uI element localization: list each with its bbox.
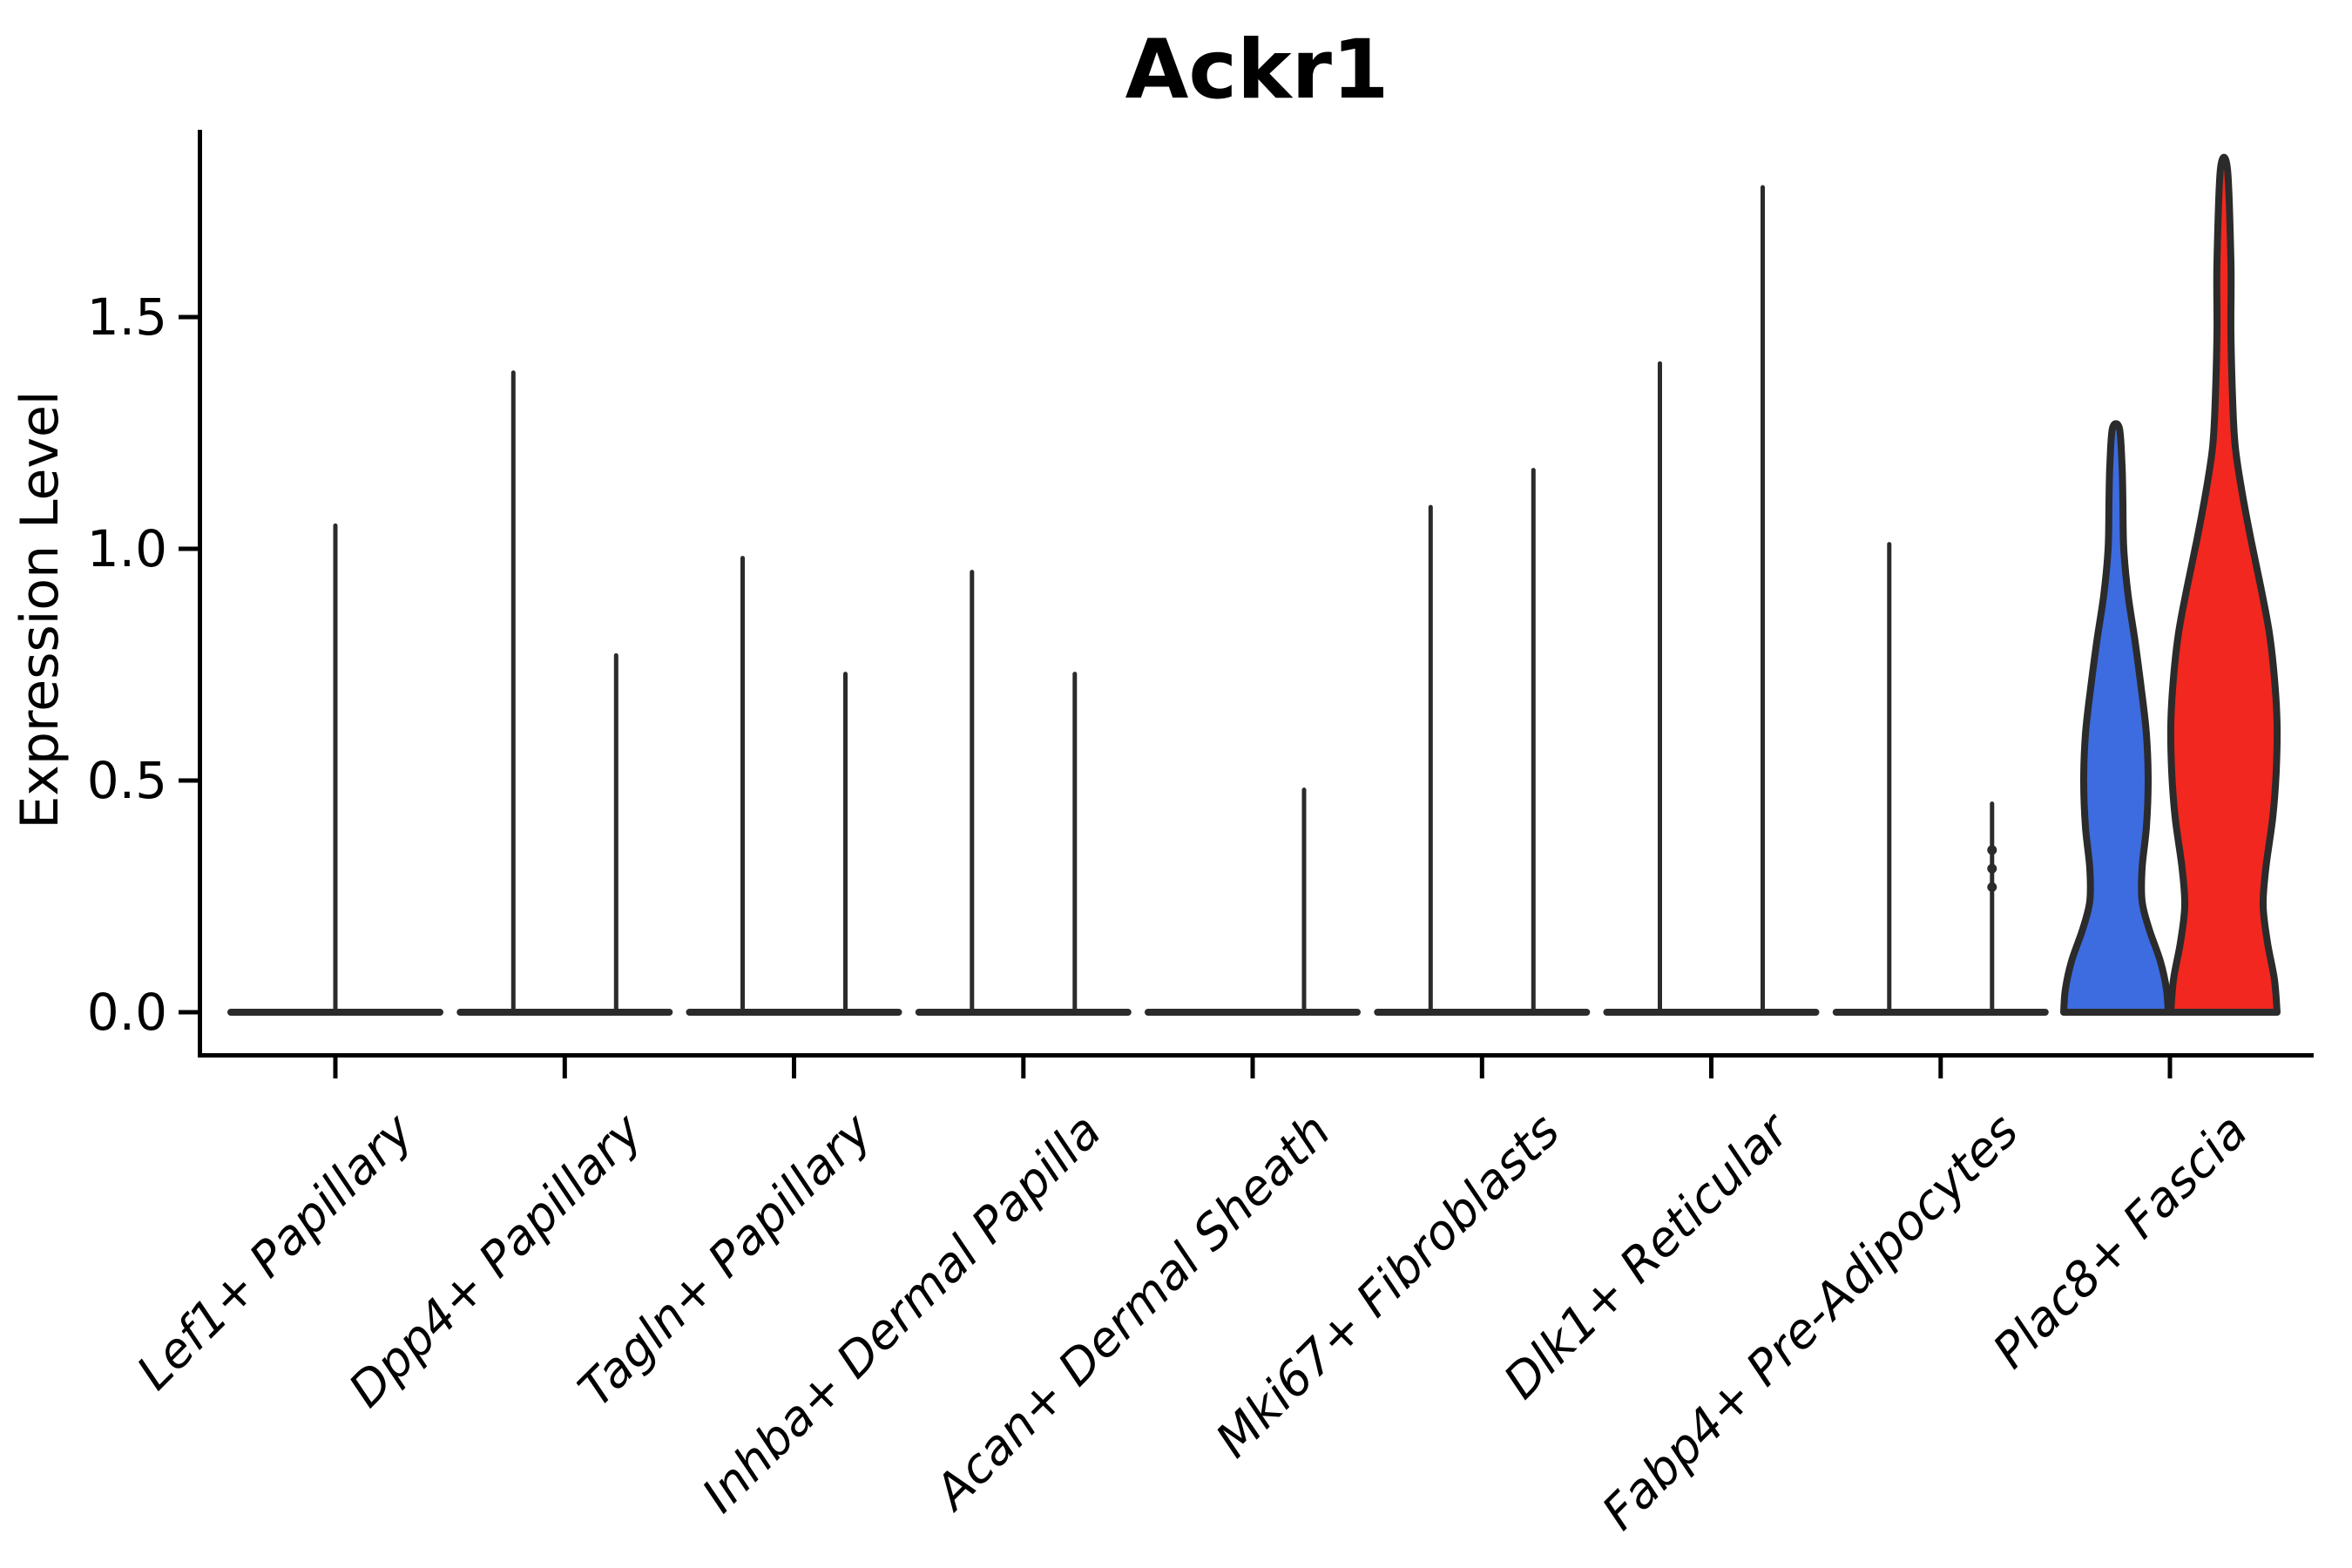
expression-point bbox=[1987, 863, 1997, 874]
y-tick-label: 1.5 bbox=[87, 287, 167, 347]
y-axis-spine bbox=[198, 130, 202, 1058]
y-tick-label: 0.0 bbox=[87, 983, 167, 1042]
y-ticks: 0.0 0.5 1.0 1.5 bbox=[87, 287, 199, 1042]
violin-red-group bbox=[2166, 153, 2281, 1016]
y-axis-label: Expression Level bbox=[10, 390, 71, 828]
x-axis-spine bbox=[198, 1053, 2314, 1058]
y-tick-label: 1.0 bbox=[87, 519, 167, 578]
y-axis: 0.0 0.5 1.0 1.5 bbox=[87, 130, 202, 1058]
violin-blue-group bbox=[2060, 420, 2172, 1016]
violins-layer bbox=[227, 153, 2281, 1016]
expression-point bbox=[1987, 882, 1997, 892]
x-ticks bbox=[333, 1058, 2173, 1078]
expression-point bbox=[1987, 845, 1997, 855]
y-tick-label: 0.5 bbox=[87, 751, 167, 810]
plot-title: Ackr1 bbox=[1125, 23, 1389, 118]
